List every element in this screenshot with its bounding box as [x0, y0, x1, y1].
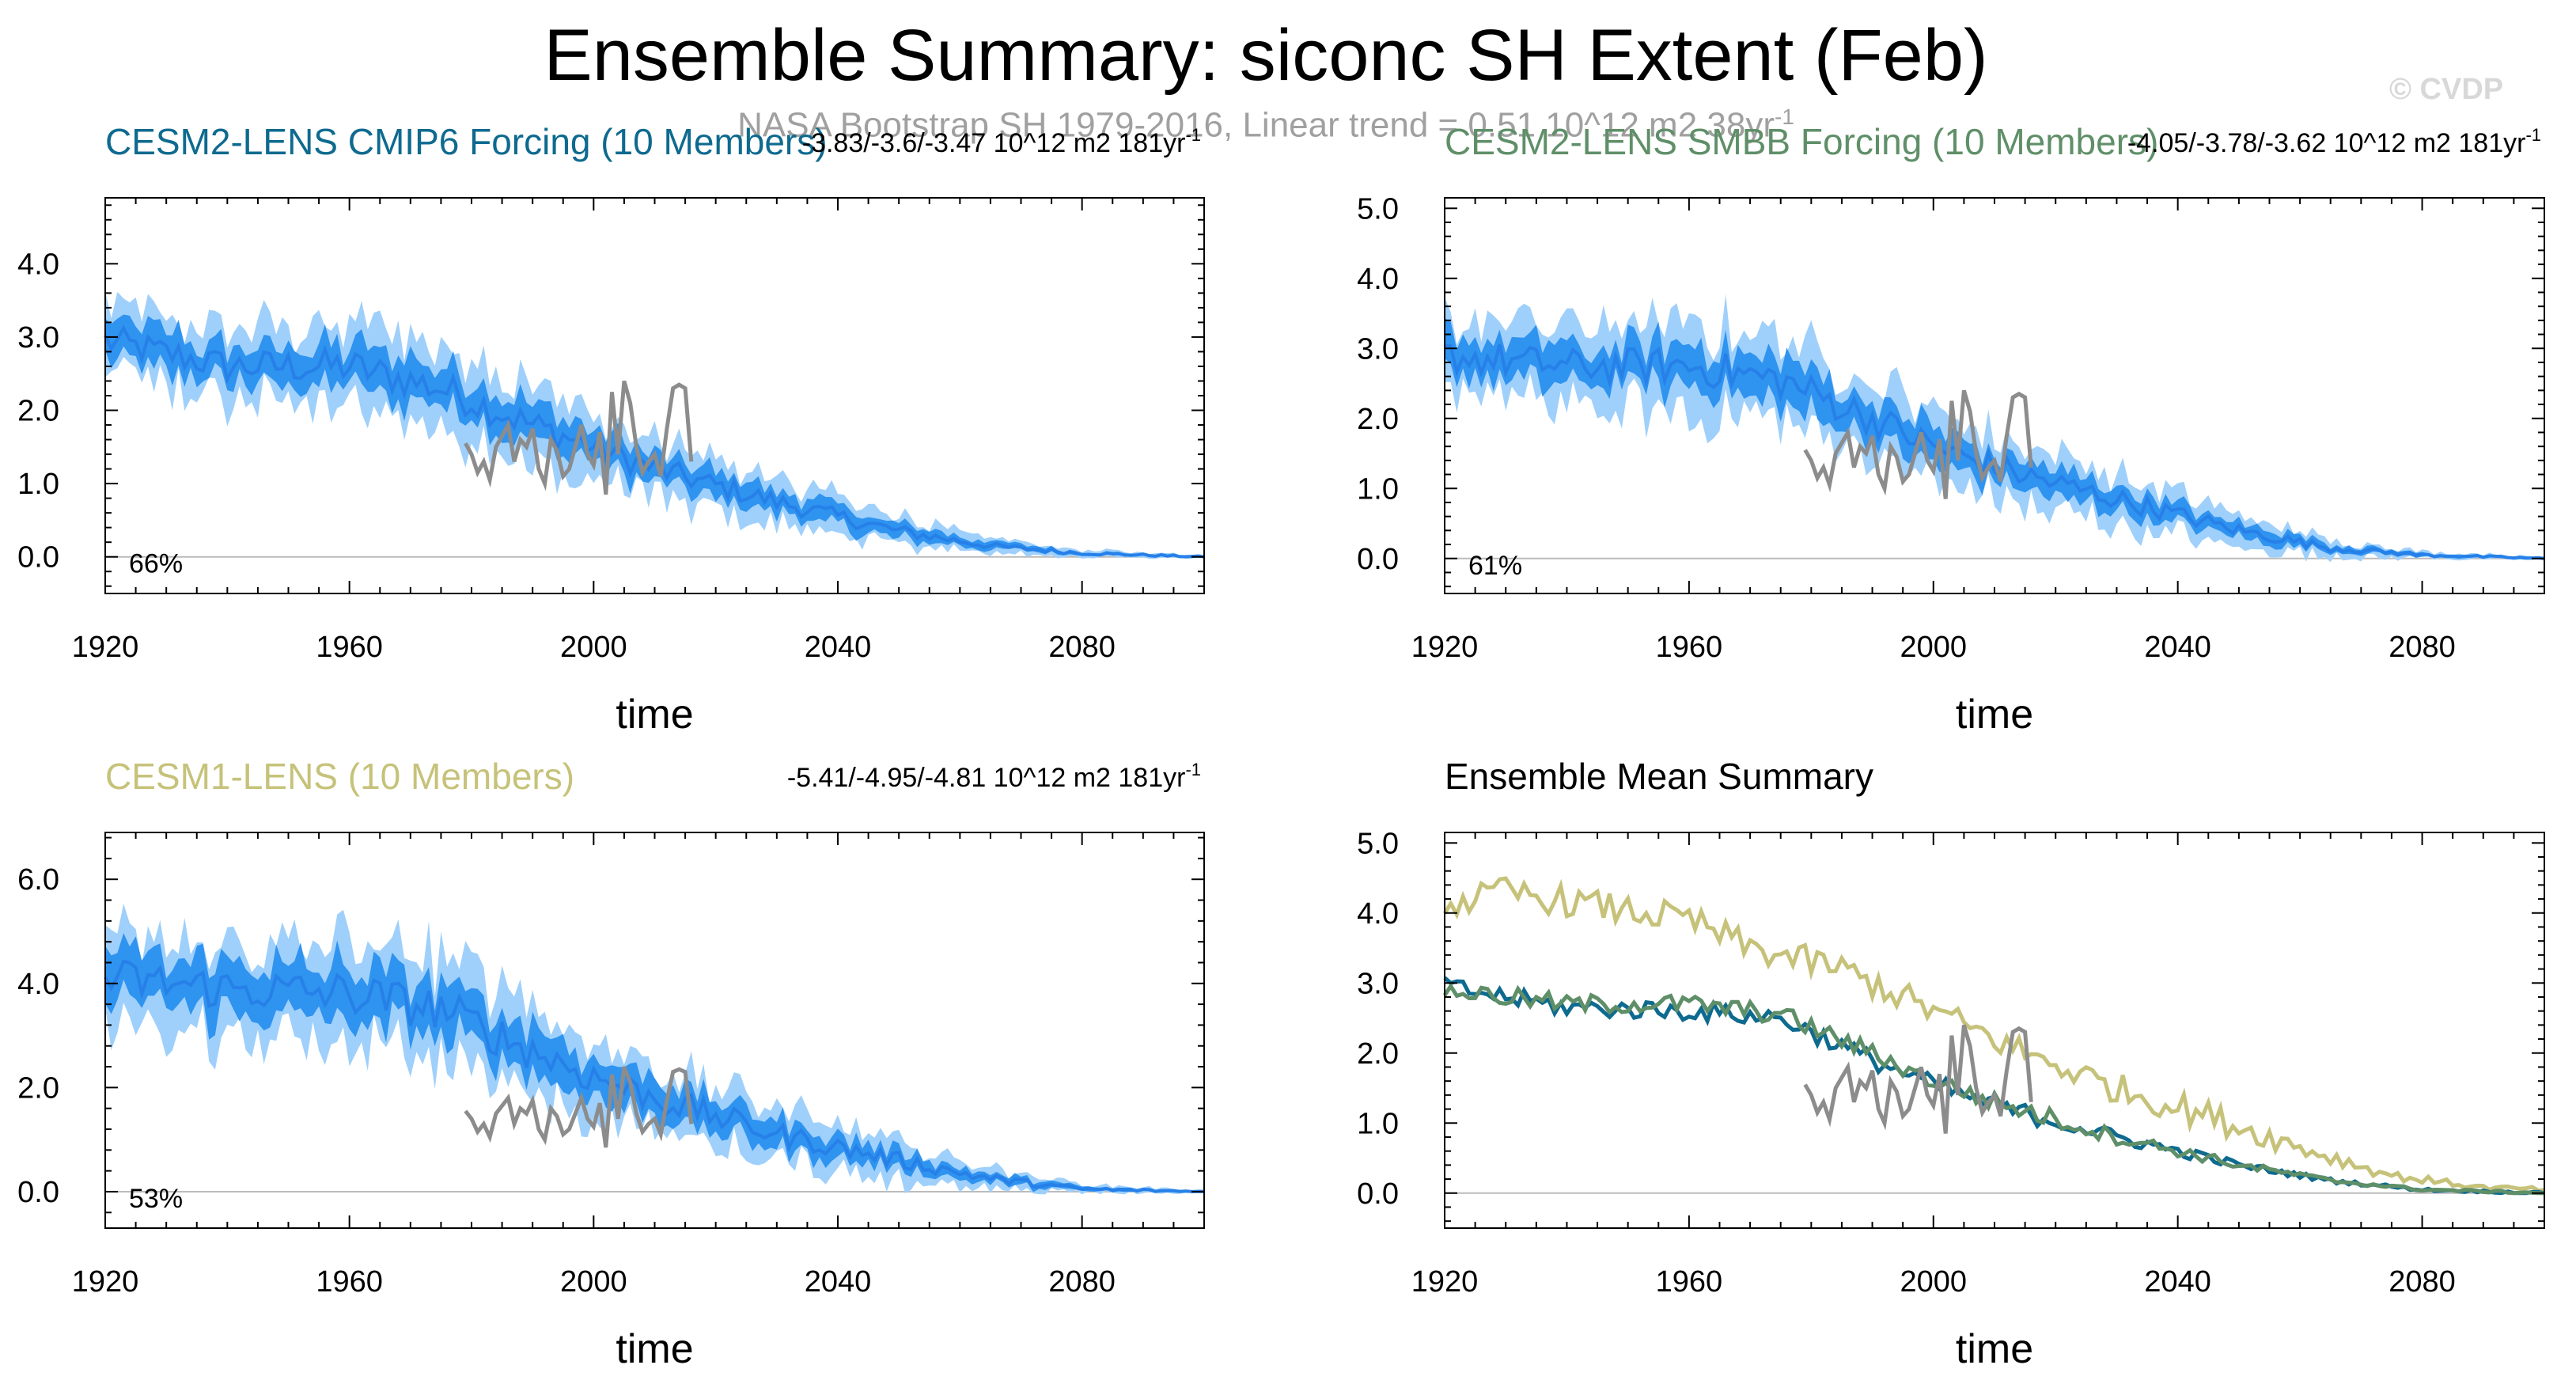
ensemble-spread-outer	[105, 904, 1204, 1195]
observation-line	[464, 1066, 694, 1148]
ensemble-spread-outer	[1445, 294, 2544, 563]
trend-exponent: -1	[1185, 125, 1201, 145]
y-tick-label: 3.0	[17, 321, 59, 355]
y-tick-label: 0.0	[17, 1176, 59, 1209]
y-tick-label: 2.0	[1357, 403, 1399, 436]
ensemble-mean-line	[1444, 343, 2545, 560]
y-tick-label: 3.0	[1357, 332, 1399, 366]
x-tick-label: 1960	[316, 1265, 383, 1299]
observation-line	[464, 380, 694, 495]
page-title: Ensemble Summary: siconc SH Extent (Feb)	[544, 15, 1988, 96]
y-tick-label: 0.0	[17, 541, 59, 574]
panel-cesm1: 1920 1960 2000 2040 2080 0.0 2.0 4.0 6.0 time CESM…	[17, 756, 1205, 1372]
y-tick-label: 4.0	[1357, 263, 1399, 296]
trend-exponent: -1	[2525, 125, 2541, 145]
y-tick-label: 5.0	[1357, 192, 1399, 226]
trend-text: -5.41/-4.95/-4.81 10^12 m2 181yr-1	[787, 760, 1201, 793]
trend-value: -4.05/-3.78/-3.62 10^12 m2 181yr	[2127, 128, 2526, 158]
y-tick-label: 0.0	[1357, 543, 1399, 576]
x-axis-label: time	[1956, 1326, 2033, 1372]
x-tick-label: 2000	[1900, 631, 1968, 664]
y-tick-label: 1.0	[17, 468, 59, 501]
ensemble-spread-outer	[105, 291, 1204, 559]
y-tick-label: 4.0	[17, 968, 59, 1001]
panel-mean_summary: 1920 1960 2000 2040 2080 0.0 1.0 2.0 3.0 4.0 5.0 ti…	[1357, 756, 2545, 1372]
ensemble-spread-inner	[105, 314, 1204, 559]
y-tick-label: 1.0	[1357, 1107, 1399, 1140]
x-tick-label: 1920	[1411, 1265, 1479, 1299]
x-tick-label: 1920	[72, 1265, 139, 1299]
panel-title: CESM2-LENS CMIP6 Forcing (10 Members)	[105, 121, 828, 162]
observation-subtitle-text: NASA Bootstrap SH 1979-2016, Linear tren…	[737, 105, 1775, 145]
panel-title: CESM2-LENS SMBB Forcing (10 Members)	[1445, 121, 2158, 162]
panel-title: Ensemble Mean Summary	[1445, 756, 1873, 797]
x-tick-label: 1960	[316, 631, 383, 664]
percent-label: 66%	[129, 549, 183, 579]
trend-value: -3.83/-3.6/-3.47 10^12 m2 181yr	[802, 128, 1186, 158]
x-tick-label: 2040	[805, 1265, 872, 1299]
x-tick-label: 1960	[1656, 631, 1723, 664]
y-tick-label: 2.0	[17, 395, 59, 428]
y-tick-label: 3.0	[1357, 967, 1399, 1000]
plot-frame	[1444, 832, 2545, 1229]
trend-text: -3.83/-3.6/-3.47 10^12 m2 181yr-1	[802, 125, 1201, 158]
x-axis-label: time	[1956, 692, 2033, 738]
y-tick-label: 4.0	[17, 248, 59, 281]
x-tick-label: 2080	[1048, 631, 1116, 664]
observation-subtitle: NASA Bootstrap SH 1979-2016, Linear tren…	[0, 104, 2532, 146]
x-tick-label: 1960	[1656, 1265, 1723, 1299]
y-tick-label: 2.0	[1357, 1037, 1399, 1071]
x-tick-label: 1920	[1411, 631, 1479, 664]
trend-value: -5.41/-4.95/-4.81 10^12 m2 181yr	[787, 763, 1186, 793]
y-tick-label: 0.0	[1357, 1177, 1399, 1211]
ensemble-spread-inner	[105, 933, 1204, 1193]
observation-line	[1803, 389, 2033, 499]
plot-frame	[104, 197, 1205, 594]
x-tick-label: 2080	[2388, 1265, 2456, 1299]
panel-smbb: 1920 1960 2000 2040 2080 0.0 1.0 2.0 3.0 4.0 5.0 ti…	[1357, 121, 2545, 738]
y-tick-label: 4.0	[1357, 897, 1399, 931]
x-axis-label: time	[616, 1326, 693, 1372]
y-tick-label: 6.0	[17, 863, 59, 897]
series-line-cesm1-lens	[1442, 876, 2545, 1193]
trend-exponent: -1	[1185, 760, 1201, 779]
y-tick-label: 2.0	[17, 1071, 59, 1105]
y-tick-label: 1.0	[1357, 472, 1399, 506]
x-tick-label: 2040	[2144, 1265, 2211, 1299]
x-tick-label: 1920	[72, 631, 139, 664]
ensemble-mean-line	[104, 959, 1205, 1193]
x-tick-label: 2000	[560, 631, 627, 664]
observation-subtitle-exponent: -1	[1775, 104, 1794, 129]
x-axis-label: time	[616, 692, 693, 738]
panel-title: CESM1-LENS (10 Members)	[105, 756, 574, 797]
percent-label: 61%	[1468, 551, 1522, 581]
percent-label: 53%	[129, 1184, 183, 1214]
x-tick-label: 2000	[560, 1265, 627, 1299]
y-tick-label: 5.0	[1357, 827, 1399, 860]
cvdp-watermark: © CVDP	[2389, 73, 2504, 106]
trend-text: -4.05/-3.78/-3.62 10^12 m2 181yr-1	[2127, 125, 2541, 158]
x-tick-label: 2080	[2388, 631, 2456, 664]
observation-line	[1803, 1024, 2033, 1134]
panel-cmip6: 1920 1960 2000 2040 2080 0.0 1.0 2.0 3.0 4.0 time C…	[17, 121, 1205, 738]
x-tick-label: 2080	[1048, 1265, 1116, 1299]
x-tick-label: 2040	[805, 631, 872, 664]
x-tick-label: 2040	[2144, 631, 2211, 664]
x-tick-label: 2000	[1900, 1265, 1968, 1299]
